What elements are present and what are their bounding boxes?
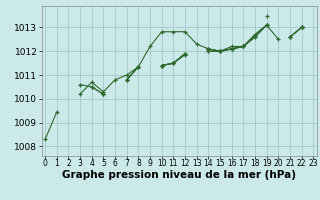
X-axis label: Graphe pression niveau de la mer (hPa): Graphe pression niveau de la mer (hPa) [62,170,296,180]
